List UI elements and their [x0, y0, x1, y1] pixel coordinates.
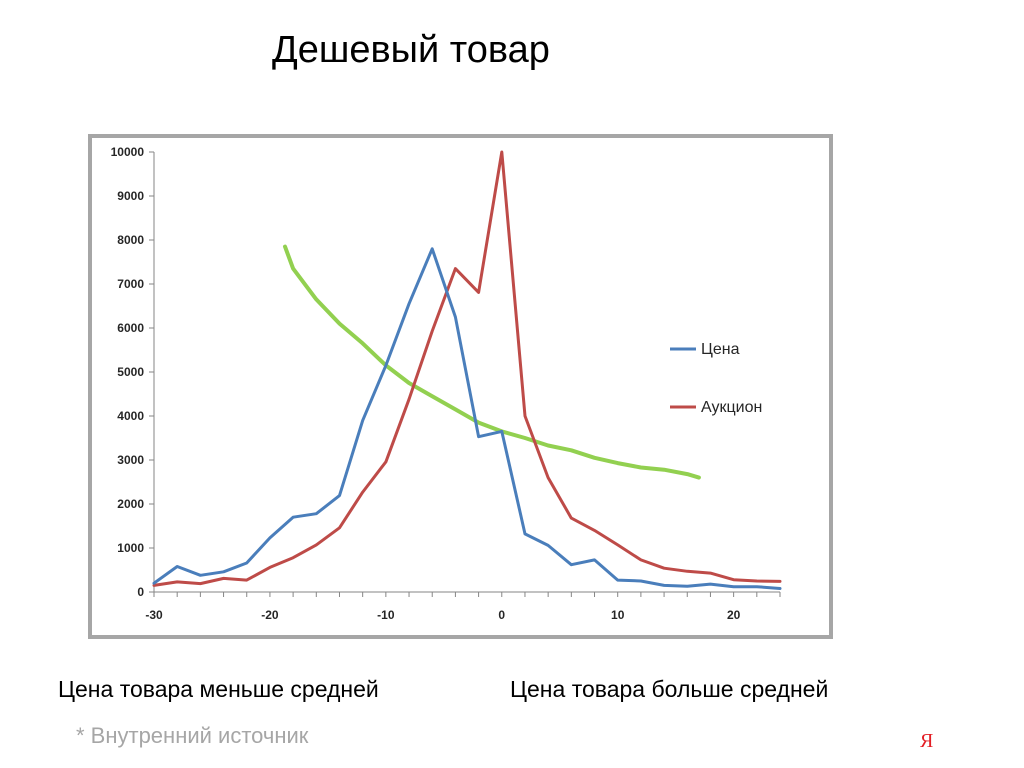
y-tick-label: 2000: [117, 497, 144, 511]
x-tick-label: 10: [611, 608, 625, 622]
slide-title: Дешевый товар: [272, 29, 550, 71]
line-chart: 0100020003000400050006000700080009000100…: [111, 145, 782, 622]
chart-legend: Цена Аукцион: [670, 341, 762, 416]
series-line-trend: [283, 244, 701, 480]
series-line-price: [152, 247, 782, 590]
chart-frame: 0 1000 2000 3000 4000 5000 6000 7000 8000 9000 100…: [88, 134, 833, 639]
y-tick-label: 5000: [117, 365, 144, 379]
y-tick-label: 10000: [111, 145, 145, 159]
y-tick-label: 4000: [117, 409, 144, 423]
caption-below-average: Цена товара меньше средней: [58, 676, 379, 702]
chart-axes: 0100020003000400050006000700080009000100…: [111, 145, 781, 622]
x-tick-label: -10: [377, 608, 395, 622]
y-tick-label: 9000: [117, 189, 144, 203]
y-tick-label: 6000: [117, 321, 144, 335]
brand-logo: Я: [920, 730, 934, 752]
source-footnote: * Внутренний источник: [76, 723, 309, 748]
y-tick-label: 0: [137, 585, 144, 599]
y-tick-label: 8000: [117, 233, 144, 247]
y-tick-label: 7000: [117, 277, 144, 291]
y-tick-label: 1000: [117, 541, 144, 555]
caption-above-average: Цена товара больше средней: [510, 676, 829, 702]
x-tick-label: 0: [498, 608, 505, 622]
legend-label: Цена: [701, 341, 740, 358]
x-tick-label: 20: [727, 608, 741, 622]
x-tick-label: -20: [261, 608, 279, 622]
legend-label: Аукцион: [701, 399, 762, 416]
series-line-auction: [152, 150, 782, 587]
y-tick-label: 3000: [117, 453, 144, 467]
x-tick-label: -30: [145, 608, 163, 622]
chart-series: [152, 150, 782, 590]
